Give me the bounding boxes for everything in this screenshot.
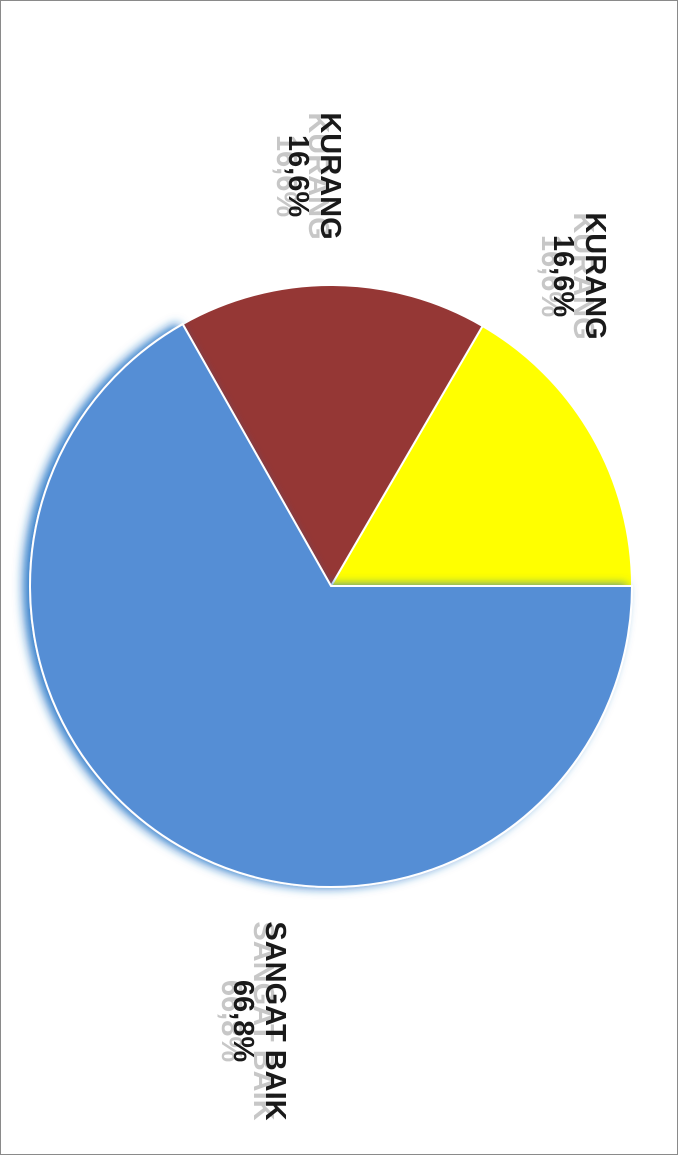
pie-slices (29, 284, 634, 888)
slice-category-reflection: KURANG (302, 112, 334, 239)
slice-category-label: KURANG (579, 212, 611, 339)
slice-value-label: 66,8% (227, 980, 259, 1062)
slice-category-label: SANGAT BAIK (259, 921, 291, 1120)
slice-value-label: 16,6% (282, 135, 314, 217)
slice-category-label: KURANG (314, 112, 346, 239)
pie-slice-3 (29, 322, 634, 888)
pie-slice-1 (329, 324, 634, 587)
slice-value-label: 16,6% (547, 235, 579, 317)
slice-category-reflection: KURANG (567, 212, 599, 339)
slice-value-reflection: 66,8% (215, 980, 247, 1062)
slice-value-reflection: 16,6% (535, 235, 567, 317)
pie-slice-2 (181, 284, 484, 589)
slice-category-reflection: SANGAT BAIK (247, 921, 279, 1120)
slice-value-reflection: 16,6% (270, 135, 302, 217)
